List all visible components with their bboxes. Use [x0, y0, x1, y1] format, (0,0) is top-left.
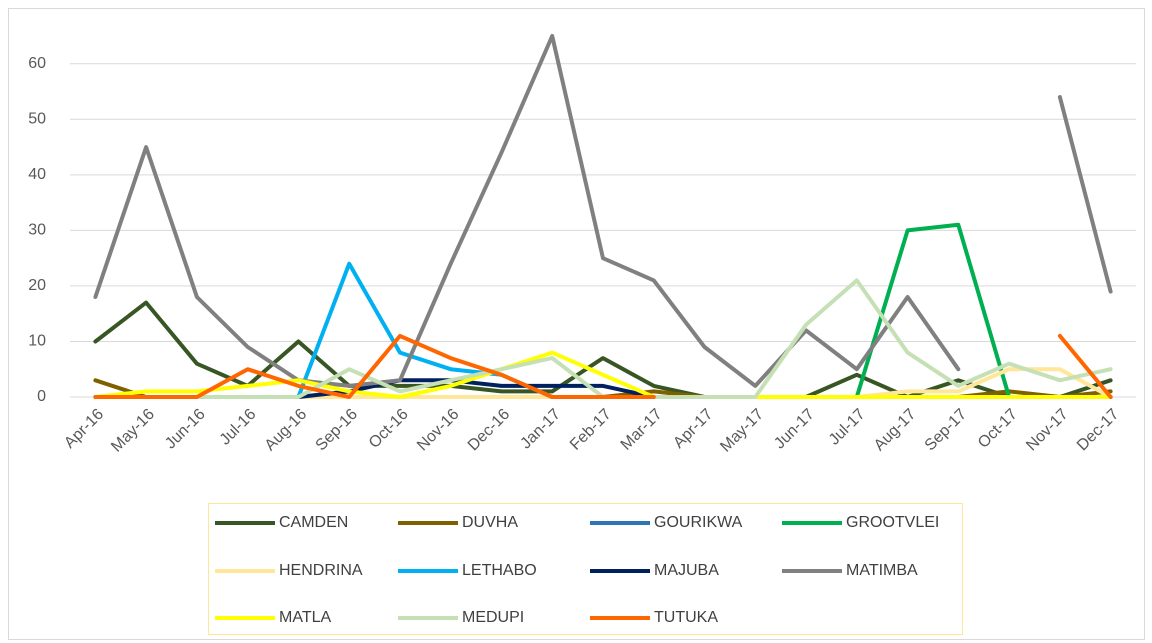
y-tick-label: 20 — [28, 277, 46, 294]
legend-label: MEDUPI — [462, 609, 524, 626]
y-tick-label: 50 — [28, 111, 46, 128]
x-tick-label: May-17 — [717, 406, 767, 456]
series-line — [93, 34, 1113, 388]
x-tick-label: Jan-17 — [517, 406, 564, 453]
x-tick-label: Aug-17 — [871, 406, 920, 455]
x-tick-label: Oct-16 — [366, 406, 412, 452]
y-tick-label: 0 — [37, 388, 46, 405]
x-tick-label: Aug-16 — [262, 406, 311, 455]
x-tick-label: Sep-17 — [922, 406, 971, 455]
x-tick-label: Sep-16 — [312, 406, 361, 455]
legend-label: MATLA — [279, 609, 331, 626]
x-tick-label: Oct-17 — [975, 406, 1021, 452]
legend-label: TUTUKA — [654, 609, 718, 626]
legend-label: LETHABO — [462, 562, 537, 579]
y-tick-label: 40 — [28, 166, 46, 183]
x-tick-label: Nov-16 — [414, 406, 463, 455]
series-line — [93, 350, 1113, 399]
legend-label: GOURIKWA — [654, 514, 743, 531]
x-tick-label: Dec-16 — [465, 406, 514, 455]
legend-label: MAJUBA — [654, 562, 719, 579]
x-tick-label: Feb-17 — [567, 406, 615, 454]
legend-label: MATIMBA — [846, 562, 918, 579]
x-tick-label: Jul-16 — [217, 406, 260, 449]
x-tick-label: Nov-17 — [1023, 406, 1072, 455]
series-line — [93, 261, 1113, 399]
x-tick-label: Dec-17 — [1074, 406, 1123, 455]
x-tick-label: Mar-17 — [618, 406, 666, 454]
legend-label: HENDRINA — [279, 562, 363, 579]
x-tick-label: Jul-17 — [826, 406, 869, 449]
x-tick-label: Jun-17 — [771, 406, 818, 453]
legend-label: DUVHA — [462, 514, 518, 531]
legend-label: CAMDEN — [279, 514, 348, 531]
legend-box — [208, 503, 963, 635]
x-tick-label: Apr-17 — [670, 406, 716, 452]
x-tick-label: Jun-16 — [162, 406, 209, 453]
x-tick-label: Apr-16 — [61, 406, 107, 452]
series-line — [93, 333, 1113, 399]
series-line — [93, 300, 1113, 399]
x-tick-label: May-16 — [108, 406, 158, 456]
y-tick-label: 10 — [28, 333, 46, 350]
chart-border — [8, 8, 1145, 640]
y-tick-label: 60 — [28, 55, 46, 72]
y-tick-label: 30 — [28, 222, 46, 239]
legend-label: GROOTVLEI — [846, 514, 939, 531]
